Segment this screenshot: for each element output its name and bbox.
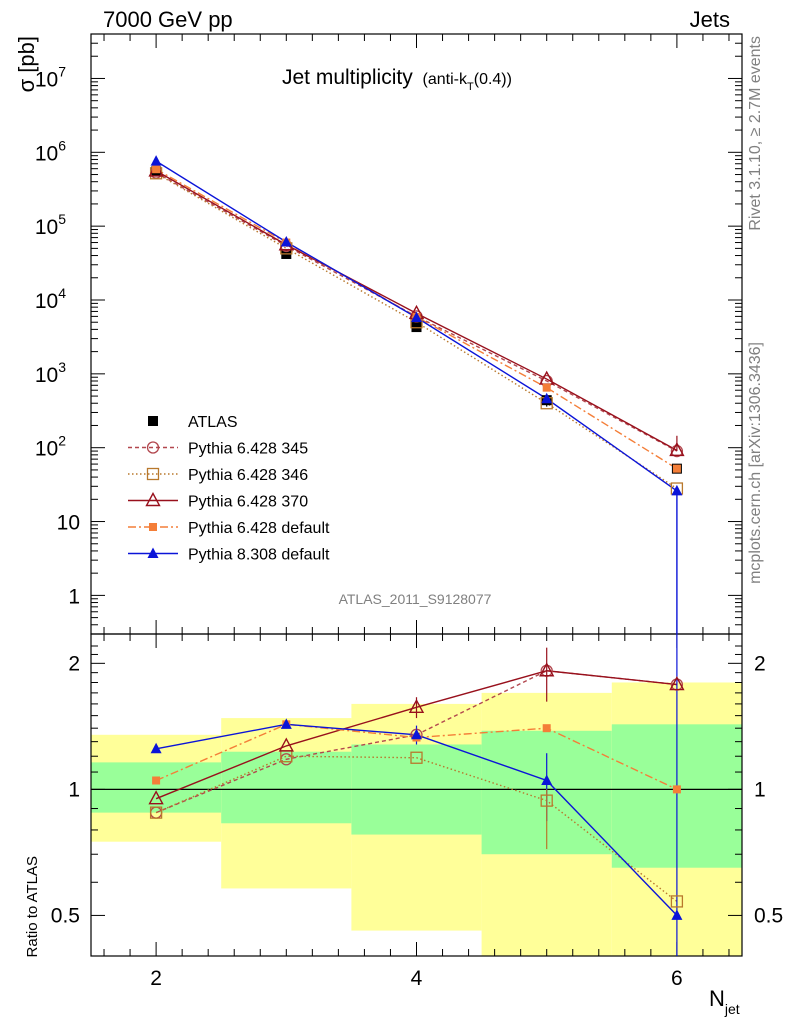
x-tick-label-6: 6 xyxy=(671,967,683,990)
analysis-id-label: ATLAS_2011_S9128077 xyxy=(339,591,492,607)
main-marker-pythia-6-428-default-6 xyxy=(672,464,681,473)
legend-marker-pythia-6-428-346 xyxy=(146,467,160,481)
plot-title: Jet multiplicity (anti-kT(0.4)) xyxy=(282,66,512,93)
legend-label-pythia-8-308-default: Pythia 8.308 default xyxy=(188,547,330,564)
ratio-marker-pythia-8-308-default-6 xyxy=(671,909,683,920)
main-marker-pythia-8-308-default-2 xyxy=(150,155,162,166)
main-marker-pythia-8-308-default-4 xyxy=(411,311,422,322)
main-y-tick-label-1000: 103 xyxy=(35,359,66,387)
main-y-tick-label-1000000: 106 xyxy=(35,137,66,165)
ratio-marker-pythia-6-428-370-4 xyxy=(408,698,425,714)
ratio-y-axis-label: Ratio to ATLAS xyxy=(24,856,41,957)
legend-marker-pythia-6-428-default xyxy=(149,523,157,531)
main-y-axis-label: σ [pb] xyxy=(14,36,39,92)
axes-ticks: 2 4 6 1 10 102 103 104 105 106 107 0.5 0.5 1 1 2 2 xyxy=(35,33,783,990)
main-marker-pythia-8-308-default-6 xyxy=(671,484,683,496)
ratio-uncertainty-bands xyxy=(91,682,742,956)
ratio-marker-pythia-8-308-default-2 xyxy=(150,742,162,754)
main-marker-pythia-6-428-default-2 xyxy=(152,165,161,174)
main-plot-frame xyxy=(90,33,743,635)
ratio-y-tick-label-right-1: 1 xyxy=(754,778,766,801)
ratio-band-inner-1 xyxy=(91,762,222,813)
legend-label-pythia-6-428-370: Pythia 6.428 370 xyxy=(188,494,308,511)
energy-label: 7000 GeV pp xyxy=(103,7,233,32)
ratio-marker-pythia-8-308-default-3 xyxy=(280,718,292,729)
legend-marker-pythia-8-308-default xyxy=(147,547,159,558)
ratio-marker-pythia-6-428-default-5 xyxy=(542,724,551,733)
main-y-tick-label-10: 10 xyxy=(57,512,80,535)
ratio-marker-pythia-6-428-370-2 xyxy=(148,790,164,805)
ratio-marker-pythia-6-428-default-2 xyxy=(152,776,161,785)
plot-title-index: T xyxy=(467,81,474,93)
main-y-tick-label-10000000: 107 xyxy=(35,63,66,91)
x-tick-label-4: 4 xyxy=(411,967,423,990)
main-marker-pythia-6-428-default-5 xyxy=(542,383,551,392)
plot-title-suffix: (0.4)) xyxy=(474,71,512,88)
main-y-tick-label-1: 1 xyxy=(68,585,80,608)
x-axis-label-main: N xyxy=(709,986,725,1011)
ratio-y-tick-label-right-2: 2 xyxy=(754,652,766,675)
ratio-y-tick-label-right-0.5: 0.5 xyxy=(754,904,783,927)
ratio-marker-pythia-6-428-346-6 xyxy=(670,895,684,908)
main-y-tick-label-10000: 104 xyxy=(35,285,66,313)
main-marker-pythia-6-428-370-6 xyxy=(669,441,685,457)
legend-label-atlas: ATLAS xyxy=(188,414,238,431)
ratio-band-inner-2 xyxy=(221,751,352,824)
legend: ATLAS Pythia 6.428 345 Pythia 6.428 346 Pyt… xyxy=(128,414,330,564)
ratio-line-pythia-6-428-346 xyxy=(155,755,678,902)
data-point-atlas-4 xyxy=(411,322,422,333)
rivet-version-text: Rivet 3.1.10, ≥ 2.7M events xyxy=(747,36,764,231)
ratio-marker-pythia-6-428-370-3 xyxy=(278,737,294,752)
ratio-marker-pythia-6-428-default-6 xyxy=(672,785,681,794)
ratio-y-tick-label-0.5: 0.5 xyxy=(51,904,80,927)
x-axis-label-sub: jet xyxy=(724,1001,740,1017)
x-tick-label-2: 2 xyxy=(150,967,162,990)
legend-label-pythia-6-428-346: Pythia 6.428 346 xyxy=(188,467,308,484)
ratio-y-tick-label-2: 2 xyxy=(68,652,80,675)
main-marker-pythia-8-308-default-5 xyxy=(541,392,553,404)
ratio-y-tick-label-1: 1 xyxy=(68,778,80,801)
ratio-marker-pythia-6-428-346-2 xyxy=(149,806,163,819)
legend-label-pythia-6-428-345: Pythia 6.428 345 xyxy=(188,441,308,458)
x-axis-label: Njet xyxy=(709,986,740,1017)
main-marker-pythia-8-308-default-3 xyxy=(280,236,292,247)
ratio-series-layer xyxy=(148,634,685,956)
ratio-marker-pythia-8-308-default-4 xyxy=(411,728,422,740)
ratio-marker-pythia-6-428-370-6 xyxy=(669,676,685,691)
ratio-marker-pythia-6-428-370-5 xyxy=(539,662,555,677)
main-y-tick-label-100000: 105 xyxy=(35,211,66,239)
ratio-marker-pythia-8-308-default-5 xyxy=(541,774,553,786)
main-line-pythia-6-428-346 xyxy=(155,172,678,490)
plot-title-main: Jet multiplicity xyxy=(282,66,413,89)
main-series-layer xyxy=(148,155,685,634)
main-y-tick-label-100: 102 xyxy=(35,433,66,461)
legend-marker-pythia-6-428-370 xyxy=(145,492,161,507)
legend-marker-atlas xyxy=(148,416,158,426)
ratio-marker-pythia-6-428-346-5 xyxy=(540,794,553,807)
category-label: Jets xyxy=(690,7,730,32)
source-reference-text: mcplots.cern.ch [arXiv:1306.3436] xyxy=(747,342,764,584)
legend-label-pythia-6-428-default: Pythia 6.428 default xyxy=(188,520,330,537)
ratio-marker-pythia-6-428-346-4 xyxy=(410,751,423,764)
plot-title-prefix: (anti-k xyxy=(423,71,468,88)
legend-marker-pythia-6-428-345 xyxy=(146,441,160,454)
